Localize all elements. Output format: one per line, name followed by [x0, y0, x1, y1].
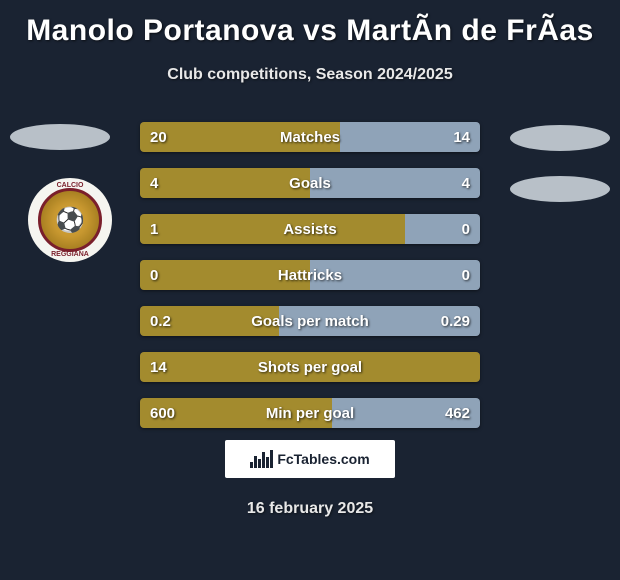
brand-text: FcTables.com [277, 451, 369, 467]
stat-value-left: 1 [150, 214, 158, 244]
crest-inner: ⚽ [38, 188, 102, 252]
stat-row: Shots per goal14 [140, 352, 480, 382]
stat-label: Goals per match [140, 306, 480, 336]
stat-label: Min per goal [140, 398, 480, 428]
date-text: 16 february 2025 [0, 500, 620, 518]
stat-value-left: 4 [150, 168, 158, 198]
stat-label: Matches [140, 122, 480, 152]
stats-bars-container: Matches2014Goals44Assists10Hattricks00Go… [140, 122, 480, 444]
stat-value-left: 0 [150, 260, 158, 290]
stat-value-left: 14 [150, 352, 167, 382]
stat-row: Min per goal600 462 [140, 398, 480, 428]
player-left-oval [10, 124, 110, 150]
stat-value-left: 0.2 [150, 306, 171, 336]
stat-value-left: 20 [150, 122, 167, 152]
stat-label: Goals [140, 168, 480, 198]
stat-row: Goals per match0.2 0.29 [140, 306, 480, 336]
stat-row: Matches20 14 [140, 122, 480, 152]
stat-value-right: 4 [462, 168, 470, 198]
stat-value-right: 0 [462, 260, 470, 290]
stat-label: Assists [140, 214, 480, 244]
stat-value-right: 14 [453, 122, 470, 152]
stat-value-right: 0 [462, 214, 470, 244]
page-subtitle: Club competitions, Season 2024/2025 [0, 66, 620, 84]
team-crest-left: CALCIO ⚽ REGGIANA [28, 178, 112, 262]
player-right-oval-2 [510, 176, 610, 202]
page-title: Manolo Portanova vs MartÃ­n de FrÃ­as [0, 0, 620, 48]
stat-label: Shots per goal [140, 352, 480, 382]
stat-value-right: 0.29 [441, 306, 470, 336]
stat-value-right: 462 [445, 398, 470, 428]
stat-row: Goals4 4 [140, 168, 480, 198]
stat-row: Assists1 0 [140, 214, 480, 244]
brand-logo: FcTables.com [225, 440, 395, 478]
stat-label: Hattricks [140, 260, 480, 290]
crest-bottom-text: REGGIANA [51, 251, 89, 258]
soccer-ball-icon: ⚽ [55, 206, 85, 235]
player-right-oval-1 [510, 125, 610, 151]
bar-chart-icon [250, 450, 273, 468]
stat-row: Hattricks0 0 [140, 260, 480, 290]
stat-value-left: 600 [150, 398, 175, 428]
crest-outer: CALCIO ⚽ REGGIANA [28, 178, 112, 262]
